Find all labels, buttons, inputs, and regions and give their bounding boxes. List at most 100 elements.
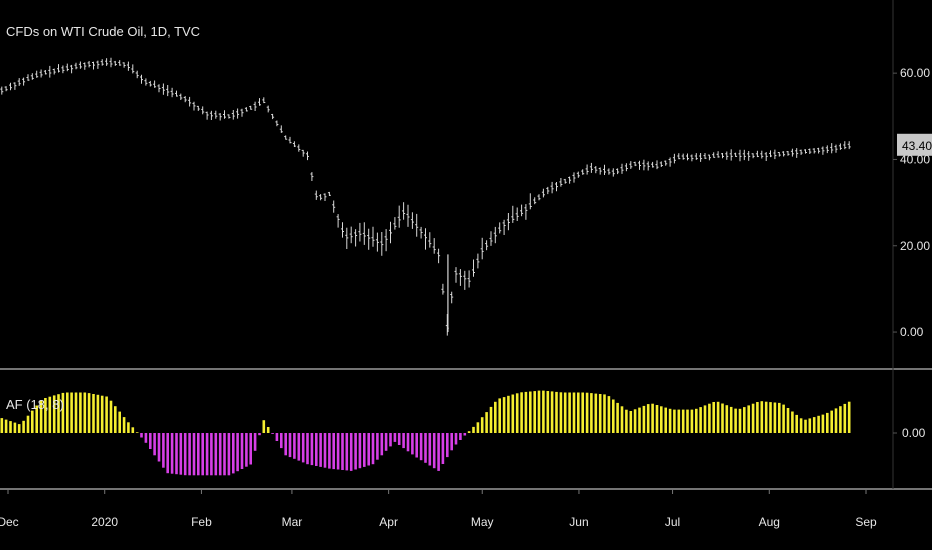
af-histogram-bar [61,392,65,433]
af-histogram-bar [249,433,252,465]
af-histogram-bar [612,399,615,433]
af-histogram-bar [122,417,126,433]
af-histogram-bar [105,396,108,433]
af-histogram-bar [13,422,17,433]
af-histogram-bar [52,395,56,433]
af-histogram-bar [271,433,274,434]
af-histogram-bar [660,406,663,433]
af-histogram-bar [293,433,296,459]
af-histogram-bar [795,414,798,433]
af-histogram-bar [791,411,794,433]
af-histogram-bar [834,408,838,433]
af-histogram-bar [572,392,576,433]
af-histogram-bar [681,409,685,433]
af-histogram-bar [44,398,47,433]
af-histogram-bar [135,432,139,433]
time-tick-label: 2020 [91,515,118,529]
af-histogram-bar [843,403,847,433]
af-histogram-bar [782,404,785,433]
af-histogram-bar [690,409,694,433]
af-histogram-bar [498,398,501,433]
af-histogram-bar [489,406,493,433]
af-histogram-bar [450,433,453,451]
af-histogram-bar [284,433,287,456]
af-histogram-bar [17,424,21,433]
af-histogram-bar [585,392,589,433]
af-histogram-bar [114,406,117,433]
af-histogram-bar [218,433,222,476]
af-histogram-bar [542,390,545,433]
af-histogram-bar [201,433,204,476]
af-histogram-bar [66,392,69,433]
af-histogram-bar [406,433,410,452]
af-histogram-bar [92,394,95,433]
af-histogram-bar [0,418,4,433]
af-histogram-bar [804,419,807,433]
af-histogram-bar [140,433,143,438]
af-histogram-bar [175,433,178,475]
af-histogram-bar [507,395,510,433]
af-histogram-bar [808,418,812,433]
af-histogram-bar [769,402,772,433]
af-histogram-bar [743,407,746,433]
af-histogram-bar [590,393,593,433]
af-histogram-bar [245,433,248,467]
af-histogram-bar [22,420,25,433]
af-histogram-bar [721,403,724,433]
af-histogram-bar [179,433,183,475]
af-histogram-bar [127,422,130,433]
main-chart-title: CFDs on WTI Crude Oil, 1D, TVC [6,24,201,39]
af-histogram-bar [149,433,152,449]
af-histogram-bar [454,433,458,445]
af-histogram-bar [826,412,829,433]
af-histogram-bar [315,433,318,466]
af-histogram-bar [79,392,82,433]
af-histogram-bar [57,394,60,433]
af-histogram-bar [677,409,681,433]
af-histogram-bar [472,426,475,433]
af-histogram-bar [716,401,720,433]
af-histogram-bar [258,433,261,436]
af-histogram-bar [323,433,327,468]
price-tick-label: 60.00 [900,66,930,80]
af-histogram-bar [371,433,375,465]
af-histogram-bar [297,433,301,461]
af-histogram-bar [419,433,423,461]
af-histogram-bar [223,433,226,476]
af-histogram-bar [559,392,563,433]
af-histogram-bar [192,433,196,476]
af-histogram-bar [349,433,353,471]
af-histogram-bar [459,433,462,440]
af-histogram-bar [511,394,515,433]
af-histogram-bar [764,401,768,433]
af-histogram-bar [367,433,370,466]
af-histogram-bar [633,409,637,433]
af-histogram-bar [280,433,283,449]
af-histogram-bar [83,392,87,433]
af-histogram-bar [131,427,135,433]
af-histogram-bar [638,407,641,433]
af-histogram-bar [594,393,598,433]
price-tick-label: 20.00 [900,239,930,253]
af-histogram-bar [170,433,174,474]
af-histogram-bar [402,433,405,449]
af-histogram-bar [183,433,187,476]
af-histogram-bar [550,391,554,433]
af-histogram-bar [144,433,148,443]
af-histogram-bar [35,405,38,433]
af-histogram-bar [214,433,218,476]
af-histogram-bar [729,406,733,433]
af-histogram-bar [664,407,667,433]
af-histogram-bar [441,433,445,464]
af-histogram-bar [310,433,314,466]
af-histogram-bar [620,406,624,433]
af-histogram-bar [725,405,729,433]
af-histogram-bar [830,410,833,433]
af-histogram-bar [109,400,113,433]
af-histogram-bar [319,433,322,467]
af-histogram-bar [306,433,309,465]
af-histogram-bar [537,390,541,433]
af-histogram-bar [4,419,8,433]
af-histogram-bar [363,433,366,467]
af-histogram-bar [376,433,379,460]
